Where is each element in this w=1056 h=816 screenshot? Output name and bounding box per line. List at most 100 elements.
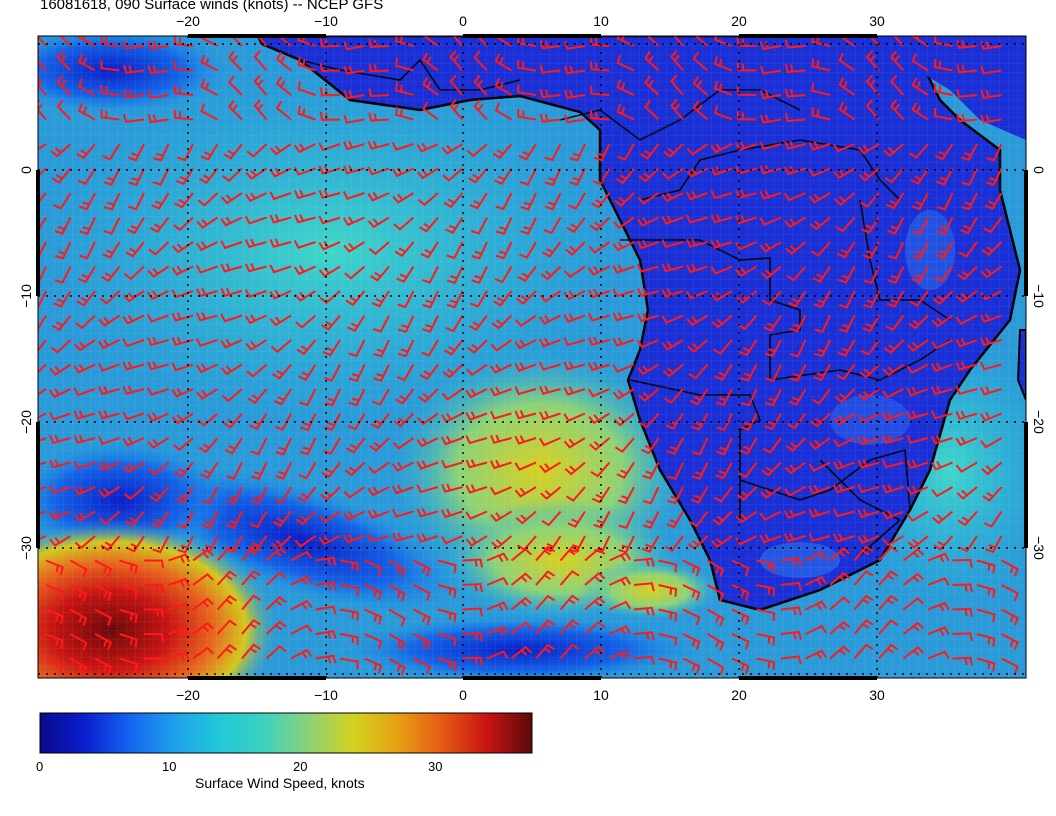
wind-barb <box>959 535 978 553</box>
wind-barb <box>788 388 807 406</box>
wind-barb <box>569 168 586 186</box>
wind-barb <box>45 657 64 674</box>
wind-barb <box>473 50 488 72</box>
wind-barb <box>933 535 954 551</box>
wind-barb <box>740 364 758 382</box>
wind-barb <box>811 388 831 405</box>
wind-barb <box>373 339 390 358</box>
wind-barb <box>38 363 47 374</box>
wind-barb <box>985 143 1003 162</box>
wind-barb <box>980 437 1003 449</box>
wind-barb <box>265 620 287 635</box>
wind-barb <box>77 265 96 284</box>
wind-barb <box>838 52 856 72</box>
wind-barb <box>177 143 194 162</box>
wind-barb <box>865 74 880 96</box>
wind-barb <box>59 36 72 47</box>
wind-barb <box>173 109 194 121</box>
wind-barb <box>829 645 851 660</box>
wind-barb <box>143 657 165 667</box>
wind-barb <box>48 388 71 399</box>
wind-barb <box>444 339 464 356</box>
wind-barb <box>584 645 606 660</box>
wind-barb <box>1001 657 1019 675</box>
wind-barb <box>200 461 219 479</box>
wind-barb <box>241 569 261 586</box>
wind-barb <box>73 410 96 420</box>
wind-barb <box>151 510 170 528</box>
wind-barb <box>468 167 488 184</box>
lon-tick-label: −10 <box>314 13 338 29</box>
wind-barb <box>422 36 439 47</box>
wind-barb <box>125 241 145 258</box>
wind-barb <box>735 214 757 225</box>
wind-barb <box>171 362 194 372</box>
lat-tick-label: −30 <box>18 536 34 560</box>
wind-barb <box>98 486 121 498</box>
wind-barb <box>364 584 383 601</box>
wind-barb <box>857 435 880 446</box>
wind-barb <box>976 633 996 647</box>
wind-barb <box>319 87 341 97</box>
wind-barb <box>932 510 954 525</box>
wind-barb <box>223 143 243 160</box>
wind-barb <box>102 143 121 161</box>
wind-barb <box>542 241 562 258</box>
wind-barb <box>368 88 390 98</box>
wind-barb <box>759 510 782 521</box>
wind-barb <box>609 600 632 611</box>
wind-barb <box>1001 633 1019 651</box>
wind-barb <box>343 241 366 253</box>
wind-barb <box>612 312 635 322</box>
wind-barb <box>449 50 464 72</box>
wind-barb <box>615 167 635 185</box>
wind-barb <box>731 657 750 675</box>
wind-barb <box>853 643 874 660</box>
wind-barb <box>51 314 72 331</box>
wind-barb <box>122 436 145 447</box>
wind-barb <box>147 114 169 124</box>
wind-barb <box>538 314 561 325</box>
wind-barb <box>123 64 145 75</box>
wind-barb <box>832 483 855 494</box>
wind-barb <box>220 287 243 297</box>
wind-barb <box>392 437 415 450</box>
wind-barb <box>56 75 72 96</box>
wind-barb <box>195 264 218 274</box>
wind-barb <box>642 462 660 480</box>
wind-barb <box>370 265 390 282</box>
wind-barb <box>445 314 464 333</box>
wind-barb <box>539 410 561 421</box>
wind-barb <box>195 363 218 374</box>
wind-barb <box>369 437 390 452</box>
wind-barb <box>936 168 954 186</box>
wind-barb <box>520 192 537 211</box>
wind-barb <box>559 570 580 586</box>
wind-barb <box>440 435 463 446</box>
wind-barb <box>633 606 655 616</box>
wind-barb <box>322 339 341 357</box>
wind-barb <box>882 459 904 469</box>
wind-barb <box>711 314 733 329</box>
wind-barb <box>736 62 757 72</box>
wind-barb <box>911 192 929 211</box>
wind-barb <box>346 437 366 454</box>
wind-barb <box>244 192 267 203</box>
wind-barb <box>469 192 488 210</box>
wind-barb <box>296 339 317 356</box>
wind-barb <box>588 412 611 425</box>
wind-barb <box>784 461 807 475</box>
wind-barb <box>275 51 292 72</box>
wind-barbs <box>38 36 1019 676</box>
wind-barb <box>563 290 586 301</box>
wind-barb <box>420 241 439 259</box>
wind-barb <box>388 633 406 651</box>
wind-barb <box>559 594 580 611</box>
wind-barb <box>220 363 243 376</box>
wind-barb <box>50 143 72 158</box>
wind-barb <box>103 168 121 186</box>
wind-barb <box>564 265 586 279</box>
wind-barb <box>617 143 635 161</box>
wind-barb <box>253 74 268 96</box>
wind-barb <box>54 217 72 235</box>
